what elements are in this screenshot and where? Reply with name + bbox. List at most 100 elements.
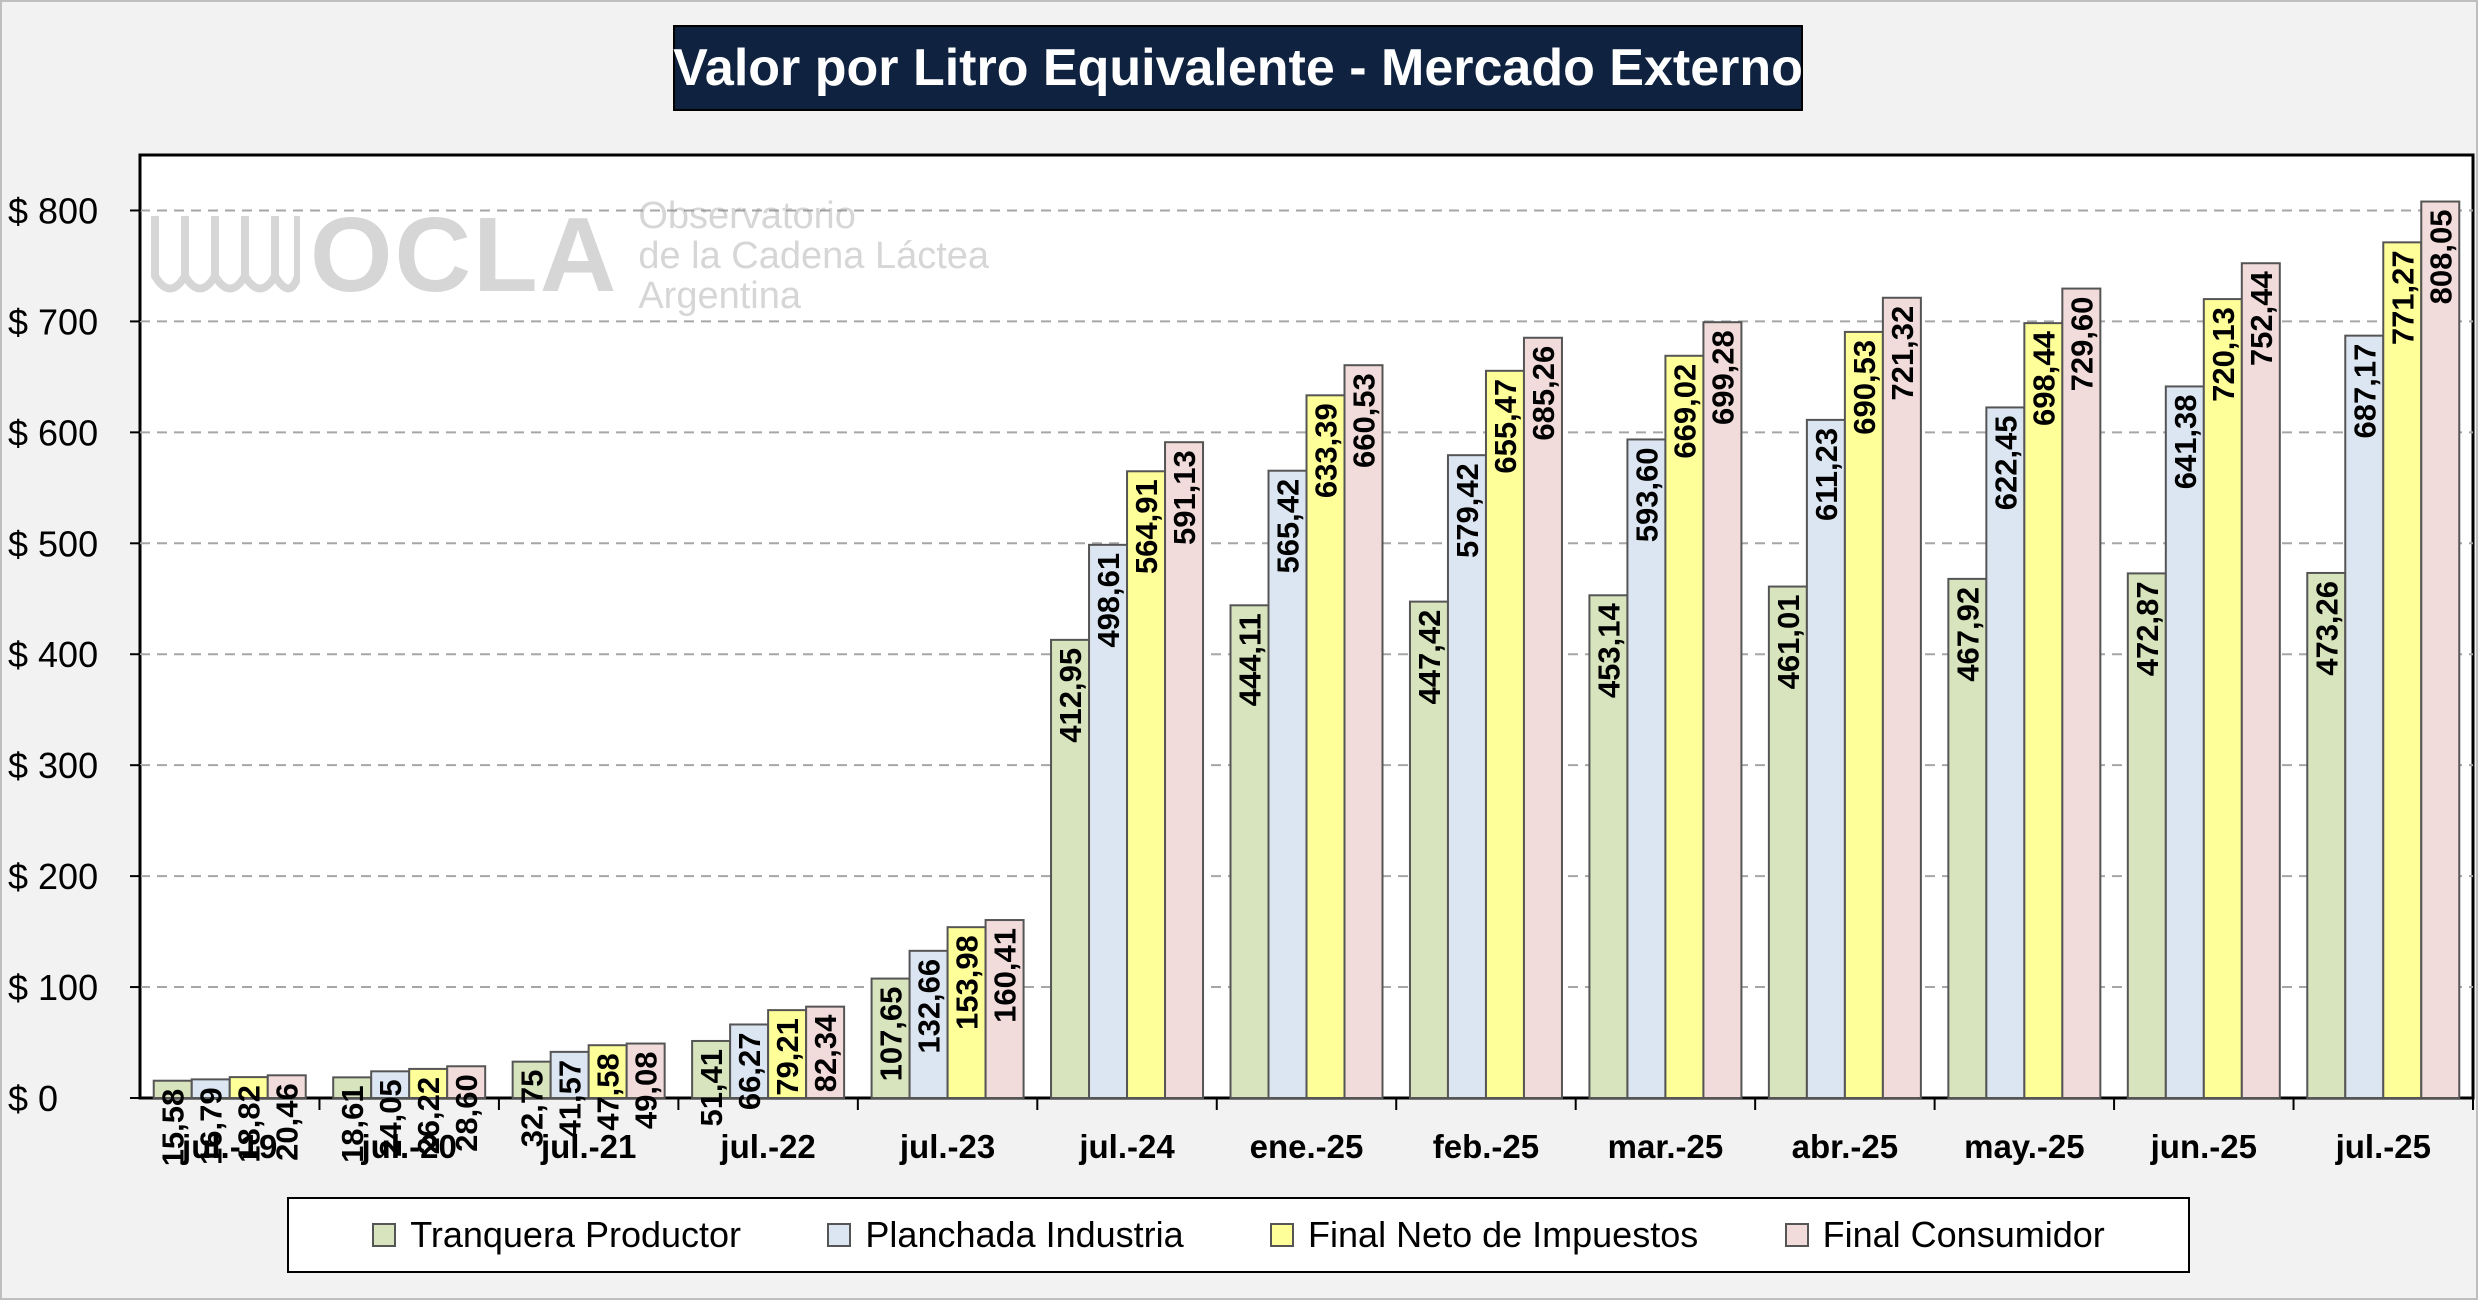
bar-data-label: 579,42 — [1450, 463, 1485, 558]
bar-data-label: 687,17 — [2347, 344, 2382, 439]
bar — [1843, 330, 1884, 1099]
legend-label-final-consumidor: Final Consumidor — [1822, 1214, 2105, 1255]
bar-data-label: 79,21 — [770, 1018, 805, 1096]
x-category-label: jul.-22 — [719, 1128, 815, 1165]
bar-data-label: 473,26 — [2309, 581, 2344, 676]
bar — [1626, 438, 1667, 1099]
x-category-label: mar.-25 — [1608, 1128, 1724, 1165]
bar — [767, 1009, 808, 1099]
legend-swatch-tranquera — [372, 1223, 397, 1247]
bar-data-label: 591,13 — [1167, 450, 1202, 545]
bar — [2420, 200, 2461, 1100]
bar — [2344, 334, 2385, 1099]
bar-data-label: 26,22 — [411, 1077, 446, 1155]
bar — [1408, 600, 1449, 1100]
bar-data-label: 20,46 — [270, 1083, 305, 1161]
bar — [1702, 321, 1743, 1099]
bar-data-label: 18,61 — [335, 1085, 370, 1163]
y-tick-label: $ 300 — [8, 745, 98, 786]
x-category-label: jun.-25 — [2150, 1128, 2257, 1165]
bar — [1881, 296, 1922, 1099]
y-tick-label: $ 100 — [8, 967, 98, 1008]
bar-data-label: 47,58 — [591, 1053, 626, 1131]
bar — [408, 1067, 449, 1100]
bar — [1664, 354, 1705, 1100]
bar-data-label: 66,27 — [732, 1032, 767, 1110]
bar — [2023, 322, 2064, 1099]
bar — [266, 1074, 307, 1099]
bar-data-label: 685,26 — [1526, 346, 1561, 441]
bar — [1767, 585, 1808, 1100]
x-category-label: feb.-25 — [1433, 1128, 1539, 1165]
bar-data-label: 633,39 — [1309, 403, 1344, 498]
x-category-label: ene.-25 — [1250, 1128, 1364, 1165]
bar — [1985, 406, 2026, 1099]
watermark-line1: Observatorio — [638, 194, 856, 237]
bar — [805, 1005, 846, 1100]
bar-data-label: 611,23 — [1809, 428, 1844, 521]
bar-data-label: 808,05 — [2423, 210, 2458, 305]
bar — [2164, 385, 2205, 1099]
bar-data-label: 771,27 — [2385, 250, 2420, 345]
bar-data-label: 472,87 — [2130, 581, 2165, 676]
bar — [908, 949, 949, 1099]
chart-title: Valor por Litro Equivalente - Mercado Ex… — [673, 39, 1803, 97]
watermark-line2: de la Cadena Láctea — [638, 234, 990, 277]
bar-data-label: 660,53 — [1347, 373, 1382, 468]
bar — [446, 1065, 487, 1100]
bar — [691, 1039, 732, 1099]
bar-data-label: 641,38 — [2168, 394, 2203, 489]
bar — [1588, 594, 1629, 1099]
bar — [2240, 262, 2281, 1100]
x-category-label: jul.-21 — [540, 1128, 636, 1165]
bar-data-label: 51,41 — [694, 1049, 729, 1127]
ocla-watermark: OCLA Observatorio de la Cadena Láctea Ar… — [150, 195, 989, 316]
bar-data-label: 669,02 — [1667, 364, 1702, 459]
bar — [1050, 638, 1091, 1099]
watermark-caption: Observatorio de la Cadena Láctea Argenti… — [638, 196, 989, 316]
bar-data-label: 82,34 — [808, 1014, 843, 1092]
x-category-label: jul.-25 — [2335, 1128, 2431, 1165]
legend-item-final-consumidor: Final Consumidor — [1784, 1214, 2105, 1256]
bar-data-label: 16,79 — [194, 1087, 229, 1165]
bar-data-label: 412,95 — [1053, 648, 1088, 743]
watermark-logo-text: OCLA — [310, 196, 619, 314]
legend-item-planchada: Planchada Industria — [827, 1214, 1184, 1256]
bar-data-label: 461,01 — [1771, 595, 1806, 690]
bar — [511, 1060, 552, 1099]
x-category-label: jul.-23 — [899, 1128, 995, 1165]
legend-label-tranquera: Tranquera Productor — [410, 1214, 742, 1255]
y-tick-label: $ 0 — [8, 1078, 58, 1119]
bar — [1229, 604, 1270, 1099]
bar-data-label: 18,82 — [232, 1085, 267, 1163]
legend-item-tranquera: Tranquera Productor — [372, 1214, 741, 1256]
bar — [1088, 543, 1129, 1099]
bar-data-label: 160,41 — [988, 928, 1023, 1023]
x-category-label: may.-25 — [1964, 1128, 2084, 1165]
bar — [984, 919, 1025, 1099]
bar-data-label: 622,45 — [1988, 415, 2023, 510]
bar — [1484, 369, 1525, 1100]
bar — [1947, 577, 1988, 1099]
bar — [625, 1042, 666, 1099]
bar — [1164, 441, 1205, 1099]
bar — [1446, 454, 1487, 1099]
bar — [2061, 287, 2102, 1099]
bar-data-label: 690,53 — [1847, 340, 1882, 435]
bar-data-label: 698,44 — [2026, 330, 2061, 426]
ocla-logo-icon — [151, 215, 300, 292]
legend-label-planchada: Planchada Industria — [865, 1214, 1184, 1255]
bar — [2126, 572, 2167, 1099]
bar-data-label: 498,61 — [1091, 553, 1126, 648]
bar-data-label: 15,58 — [156, 1089, 191, 1167]
bar — [1343, 364, 1384, 1099]
watermark-line3: Argentina — [638, 274, 801, 317]
bar — [1805, 418, 1846, 1100]
bar-data-label: 593,60 — [1629, 447, 1664, 542]
y-tick-label: $ 400 — [8, 634, 98, 675]
bar-data-label: 132,66 — [912, 959, 947, 1054]
y-tick-label: $ 200 — [8, 856, 98, 897]
bar — [549, 1050, 590, 1099]
bar-data-label: 41,57 — [553, 1060, 588, 1138]
